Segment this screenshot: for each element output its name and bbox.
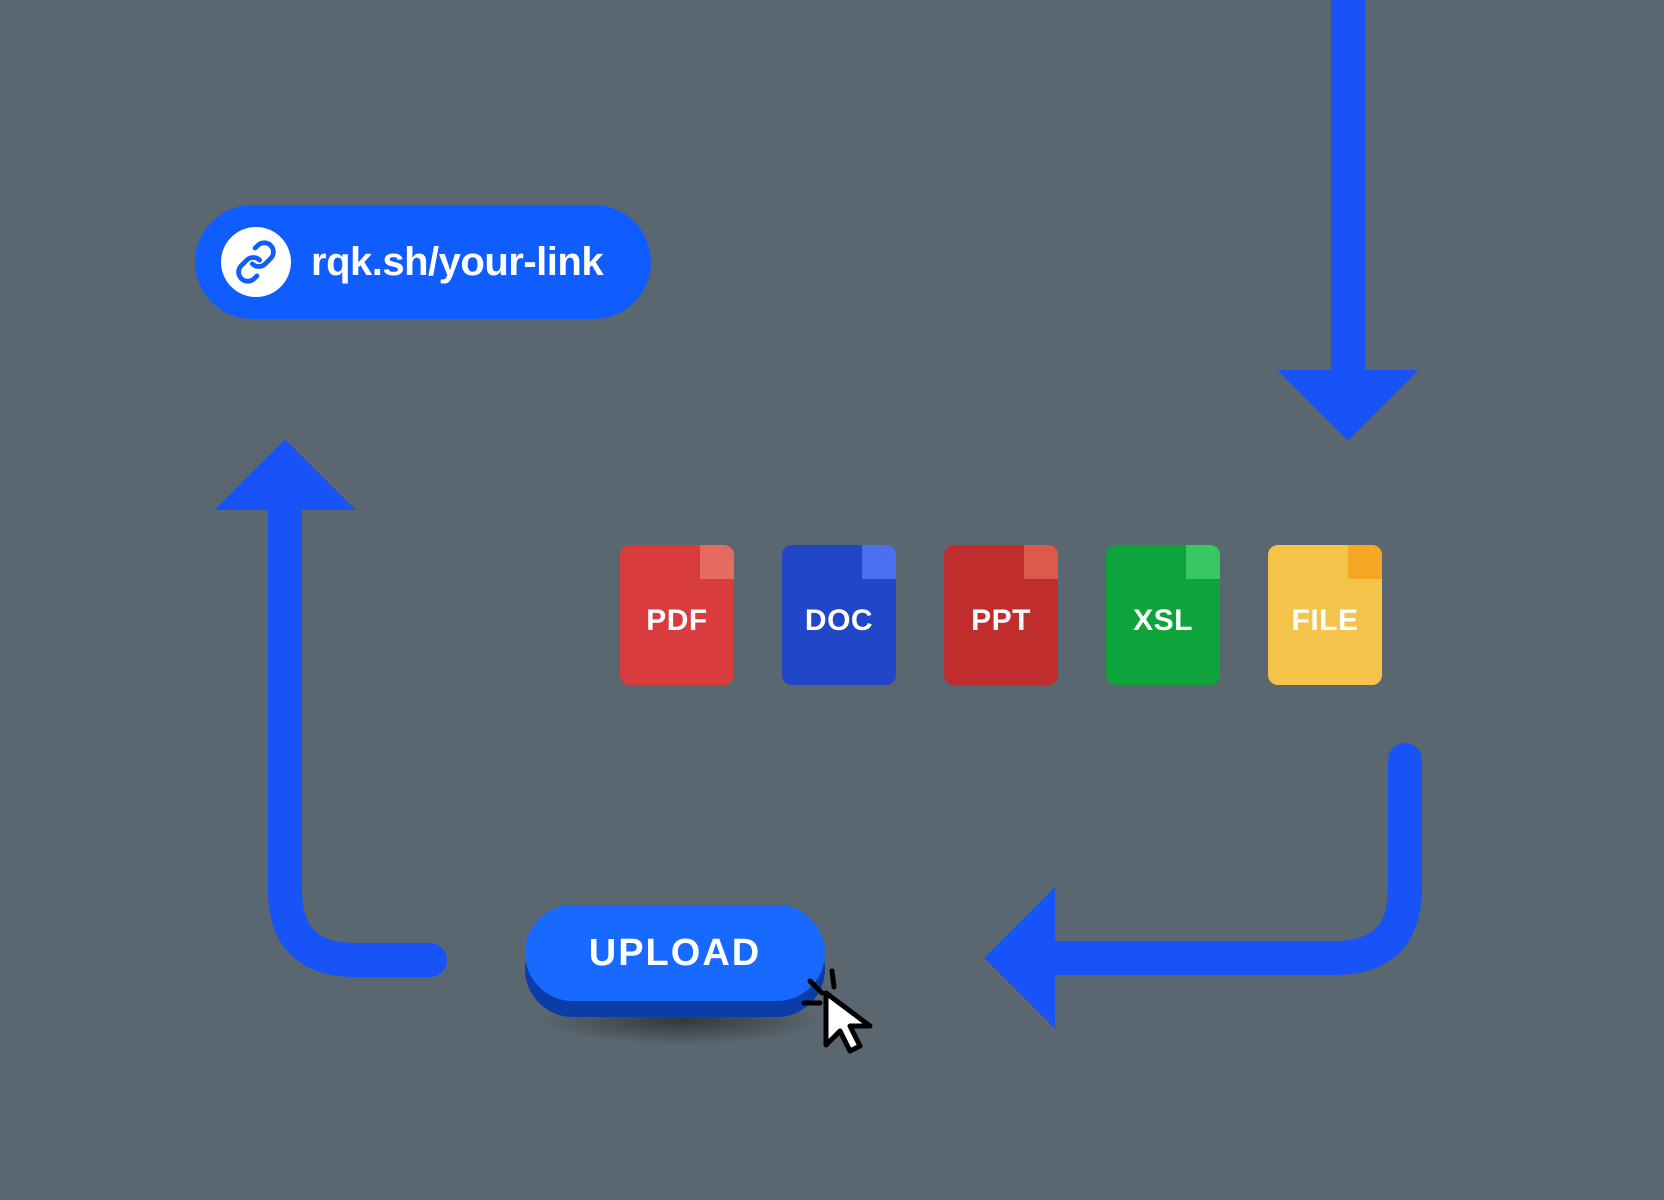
- short-link-text: rqk.sh/your-link: [311, 240, 603, 285]
- link-icon-circle: [221, 227, 291, 297]
- arrow-to-upload-head-icon: [985, 888, 1055, 1028]
- file-fold-icon: [1348, 545, 1382, 579]
- upload-button[interactable]: UPLOAD: [525, 905, 825, 1001]
- file-type-pdf: PDF: [620, 545, 734, 685]
- file-type-ppt: PPT: [944, 545, 1058, 685]
- file-label: DOC: [805, 604, 873, 638]
- cursor-icon: [800, 967, 890, 1057]
- file-fold-icon: [1024, 545, 1058, 579]
- arrow-to-link-head-icon: [215, 440, 355, 510]
- file-fold-icon: [1186, 545, 1220, 579]
- file-label: PDF: [646, 604, 708, 638]
- arrow-down-head-icon: [1278, 370, 1418, 440]
- file-type-xsl: XSL: [1106, 545, 1220, 685]
- file-fold-icon: [862, 545, 896, 579]
- file-label: XSL: [1133, 604, 1193, 638]
- file-label: FILE: [1292, 604, 1359, 638]
- link-icon: [234, 240, 278, 284]
- file-type-file: FILE: [1268, 545, 1382, 685]
- file-fold-icon: [700, 545, 734, 579]
- file-label: PPT: [971, 604, 1031, 638]
- file-types-row: PDF DOC PPT XSL FILE: [620, 545, 1382, 685]
- arrow-to-upload-icon: [1030, 760, 1405, 958]
- arrow-to-link-icon: [285, 485, 430, 960]
- short-link-pill[interactable]: rqk.sh/your-link: [195, 205, 651, 319]
- file-type-doc: DOC: [782, 545, 896, 685]
- upload-label: UPLOAD: [589, 932, 761, 975]
